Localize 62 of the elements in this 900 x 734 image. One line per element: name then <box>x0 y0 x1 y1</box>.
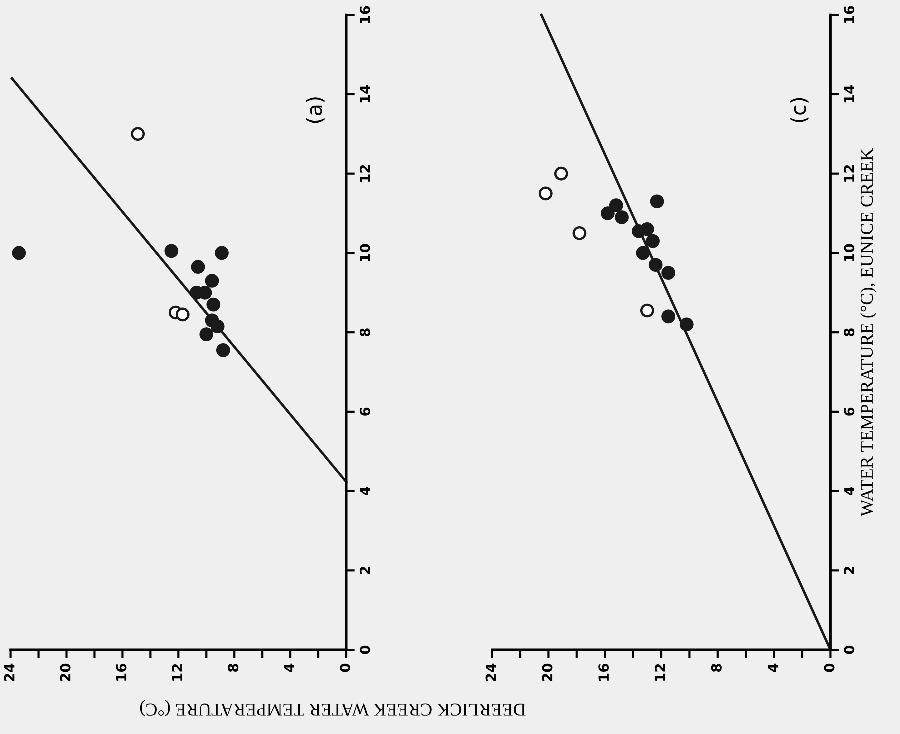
point <box>648 258 663 272</box>
text: (a) <box>306 98 325 124</box>
x-tick-label: 0 <box>340 664 351 672</box>
x-tick-label: 8 <box>228 664 239 672</box>
point <box>601 206 615 220</box>
y-tick-label: 4 <box>360 487 370 496</box>
y-tick-label: 12 <box>360 165 370 182</box>
x-tick-label: 8 <box>711 664 722 672</box>
text: (c) <box>790 98 809 122</box>
point <box>636 246 650 260</box>
y-tick-label: 0 <box>360 646 370 654</box>
x-tick-label: 24 <box>4 664 15 682</box>
y-tick-label: 0 <box>844 646 855 654</box>
point <box>164 244 179 258</box>
point <box>554 166 568 181</box>
point <box>650 194 664 209</box>
y-tick-label: 14 <box>844 85 854 103</box>
y-tick-label: 4 <box>844 487 854 496</box>
x-tick-label: 4 <box>768 664 778 672</box>
x-tick-label: 0 <box>824 664 835 672</box>
y-tick-label: 16 <box>360 6 370 24</box>
y-tick-label: 10 <box>844 244 855 262</box>
y-tick-label: 16 <box>844 6 855 24</box>
point <box>646 234 660 248</box>
y-tick-label: 12 <box>844 165 854 182</box>
x-tick-label: 16 <box>116 664 127 681</box>
x-tick-label: 20 <box>542 664 553 682</box>
y-tick-label: 14 <box>360 85 370 103</box>
point <box>632 224 646 238</box>
point <box>205 274 220 288</box>
x-axis-title: DEERLICK CREEK WATER TEMPERATURE (°C) <box>140 700 526 716</box>
point <box>640 304 654 318</box>
y-tick-label: 10 <box>360 244 370 262</box>
point <box>662 266 676 280</box>
x-tick-label: 12 <box>172 664 182 681</box>
point <box>609 198 624 213</box>
y-tick-label: 6 <box>844 408 855 416</box>
y-axis-title: WATER TEMPERATURE (°C), EUNICE CREEK <box>860 148 877 517</box>
point <box>572 226 587 240</box>
point <box>215 246 229 260</box>
y-tick-label: 2 <box>844 567 854 574</box>
x-tick-label: 24 <box>486 664 496 682</box>
x-tick-label: 20 <box>60 664 71 682</box>
point <box>131 127 146 142</box>
point <box>662 310 676 324</box>
x-tick-label: 16 <box>598 664 610 681</box>
point <box>538 186 553 201</box>
point <box>191 260 206 274</box>
y-tick-label: 8 <box>360 328 370 337</box>
point <box>12 246 26 260</box>
x-tick-label: 4 <box>284 664 294 672</box>
point <box>200 328 214 342</box>
point <box>615 210 629 224</box>
point <box>206 298 221 312</box>
x-tick-label: 12 <box>655 664 666 681</box>
point <box>210 320 225 334</box>
point <box>216 344 230 358</box>
y-tick-label: 8 <box>844 328 855 337</box>
point <box>176 308 190 322</box>
y-tick-label: 2 <box>360 567 370 574</box>
y-tick-label: 6 <box>360 408 370 416</box>
point <box>680 318 694 332</box>
